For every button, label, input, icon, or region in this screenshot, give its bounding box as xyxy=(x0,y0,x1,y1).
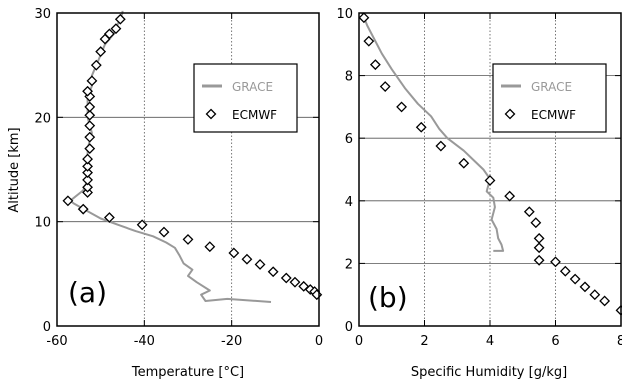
ecmwf-point xyxy=(267,266,279,278)
ecmwf-point xyxy=(84,131,96,143)
y-tick-label: 10 xyxy=(336,7,353,22)
ecmwf-point xyxy=(82,153,93,165)
ecmwf-point xyxy=(289,276,301,288)
ecmwf-point xyxy=(82,160,93,172)
panel-b-x-axis-label: Specific Humidity [g/kg] xyxy=(411,365,567,380)
x-tick-label: 0 xyxy=(315,334,323,349)
x-tick-label: 2 xyxy=(420,334,428,349)
ecmwf-point xyxy=(533,254,545,266)
ecmwf-point xyxy=(311,289,323,301)
ecmwf-point xyxy=(579,281,591,293)
ecmwf-point xyxy=(599,295,611,307)
ecmwf-point xyxy=(204,241,216,253)
ecmwf-point xyxy=(504,190,516,202)
panel-b-legend-ecmwf-label: ECMWF xyxy=(531,108,576,122)
y-tick-label: 6 xyxy=(345,132,353,147)
panel-a-legend: GRACE ECMWF xyxy=(193,63,298,133)
y-tick-label: 10 xyxy=(34,216,51,231)
ecmwf-point xyxy=(90,59,102,71)
panel-a: -60 -40 -20 0 0 10 20 30 GRACE ECMWF (a) Temper… xyxy=(7,7,323,380)
ecmwf-point xyxy=(84,101,96,113)
y-tick-label: 8 xyxy=(345,70,353,85)
y-tick-label: 2 xyxy=(345,257,353,272)
ecmwf-point xyxy=(363,35,375,47)
ecmwf-point xyxy=(103,212,115,223)
panel-a-series xyxy=(62,10,323,303)
ecmwf-point xyxy=(84,120,96,132)
y-tick-label: 30 xyxy=(34,7,51,22)
ecmwf-point xyxy=(95,46,107,58)
x-tick-label: -40 xyxy=(134,334,155,349)
ecmwf-point xyxy=(415,121,427,133)
panel-b-grid xyxy=(359,13,621,326)
x-tick-label: 4 xyxy=(486,334,494,349)
panel-a-legend-ecmwf-marker xyxy=(205,108,217,120)
panel-b-legend-ecmwf-marker xyxy=(504,108,516,120)
ecmwf-point xyxy=(369,59,381,71)
x-tick-label: -60 xyxy=(46,334,67,349)
x-tick-label: 0 xyxy=(355,334,363,349)
y-tick-label: 4 xyxy=(345,195,353,210)
ecmwf-point xyxy=(86,75,98,87)
ecmwf-point xyxy=(82,174,93,186)
ecmwf-point xyxy=(82,181,93,193)
x-tick-label: 6 xyxy=(551,334,559,349)
ecmwf-point xyxy=(82,85,93,97)
ecmwf-point xyxy=(158,226,170,238)
ecmwf-point xyxy=(533,242,545,254)
ecmwf-point xyxy=(254,259,266,270)
panel-a-x-axis-label: Temperature [°C] xyxy=(131,365,244,380)
panel-a-y-axis-label: Altitude [km] xyxy=(7,127,22,212)
ecmwf-point xyxy=(103,28,115,40)
ecmwf-point xyxy=(559,265,571,277)
ecmwf-point xyxy=(62,195,74,207)
ecmwf-point xyxy=(84,143,96,155)
ecmwf-point xyxy=(379,81,391,92)
ecmwf-point xyxy=(228,247,240,259)
ecmwf-point xyxy=(136,219,148,231)
ecmwf-point xyxy=(358,12,370,24)
ecmwf-point xyxy=(533,232,545,244)
ecmwf-point xyxy=(484,175,496,186)
ecmwf-point xyxy=(589,289,601,301)
ecmwf-point xyxy=(110,23,122,35)
ecmwf-point xyxy=(77,203,89,215)
ecmwf-point xyxy=(84,109,96,121)
ecmwf-point xyxy=(435,140,447,152)
ecmwf-point xyxy=(114,13,126,25)
ecmwf-point xyxy=(530,217,542,229)
panel-a-label: (a) xyxy=(68,276,107,309)
y-tick-label: 0 xyxy=(345,320,353,335)
ecmwf-point xyxy=(241,253,253,265)
ecmwf-point xyxy=(550,256,561,268)
ecmwf-point xyxy=(458,157,470,169)
panel-a-frame xyxy=(56,12,320,327)
panel-b-label: (b) xyxy=(368,281,408,314)
ecmwf-point xyxy=(280,272,292,284)
x-tick-label: -20 xyxy=(221,334,242,349)
panel-a-legend-grace-label: GRACE xyxy=(232,80,273,94)
y-tick-label: 20 xyxy=(34,111,51,126)
ecmwf-point xyxy=(182,233,194,245)
ecmwf-point xyxy=(396,101,407,113)
panel-b-legend-box xyxy=(492,63,607,133)
panel-a-ticks: -60 -40 -20 0 0 10 20 30 xyxy=(34,7,323,349)
ecmwf-point xyxy=(569,273,581,285)
panel-b-series xyxy=(358,12,622,316)
ecmwf-point xyxy=(82,167,93,179)
grace-line xyxy=(361,12,505,252)
ecmwf-point xyxy=(523,206,535,218)
x-tick-label: 8 xyxy=(617,334,622,349)
panel-b: 0 2 4 6 8 0 2 4 6 8 10 GRACE ECMWF (b) Specific Hu… xyxy=(336,7,622,380)
y-tick-label: 0 xyxy=(43,320,51,335)
panel-b-legend: GRACE ECMWF xyxy=(492,63,607,133)
panel-b-ticks: 0 2 4 6 8 0 2 4 6 8 10 xyxy=(336,7,622,349)
panel-a-legend-ecmwf-label: ECMWF xyxy=(232,108,277,122)
panel-b-legend-grace-label: GRACE xyxy=(531,80,572,94)
panel-a-legend-box xyxy=(193,63,298,133)
